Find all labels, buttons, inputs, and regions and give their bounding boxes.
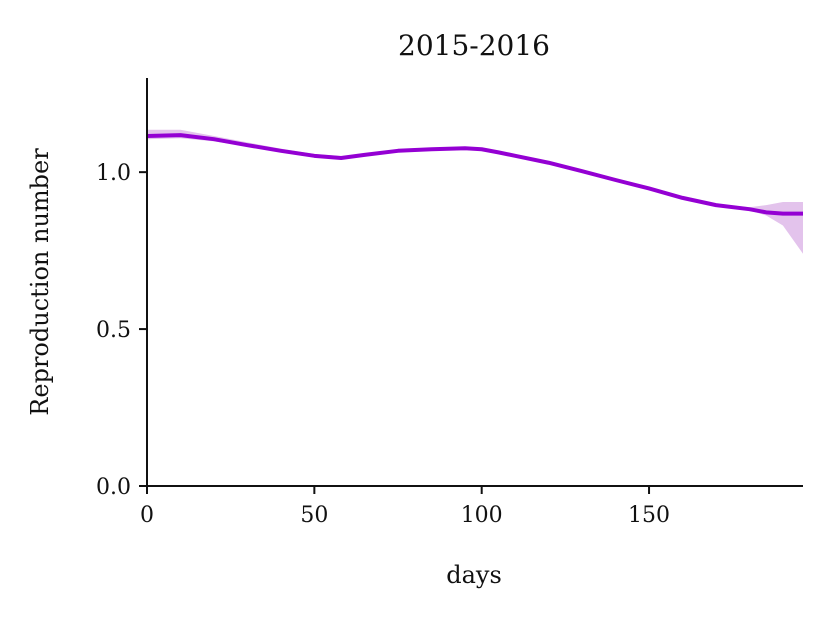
x-axis-label: days xyxy=(446,561,502,589)
series-0-line xyxy=(146,133,803,216)
x-tick-label: 150 xyxy=(628,503,670,528)
plot-area: 0 50 100 150 0.0 0.5 1.0 xyxy=(96,78,803,528)
x-tick-label: 50 xyxy=(300,503,328,528)
chart-title: 2015-2016 xyxy=(398,29,550,62)
y-tick-label: 0.5 xyxy=(96,318,131,343)
ticks-layer: 0 50 100 150 0.0 0.5 1.0 xyxy=(96,161,670,528)
x-tick-label: 0 xyxy=(140,503,154,528)
y-tick-label: 0.0 xyxy=(96,475,131,500)
axes-layer xyxy=(146,78,803,487)
y-tick-label: 1.0 xyxy=(96,161,131,186)
line-layer xyxy=(146,133,803,216)
y-axis-label: Reproduction number xyxy=(26,148,54,416)
x-tick-label: 100 xyxy=(461,503,503,528)
